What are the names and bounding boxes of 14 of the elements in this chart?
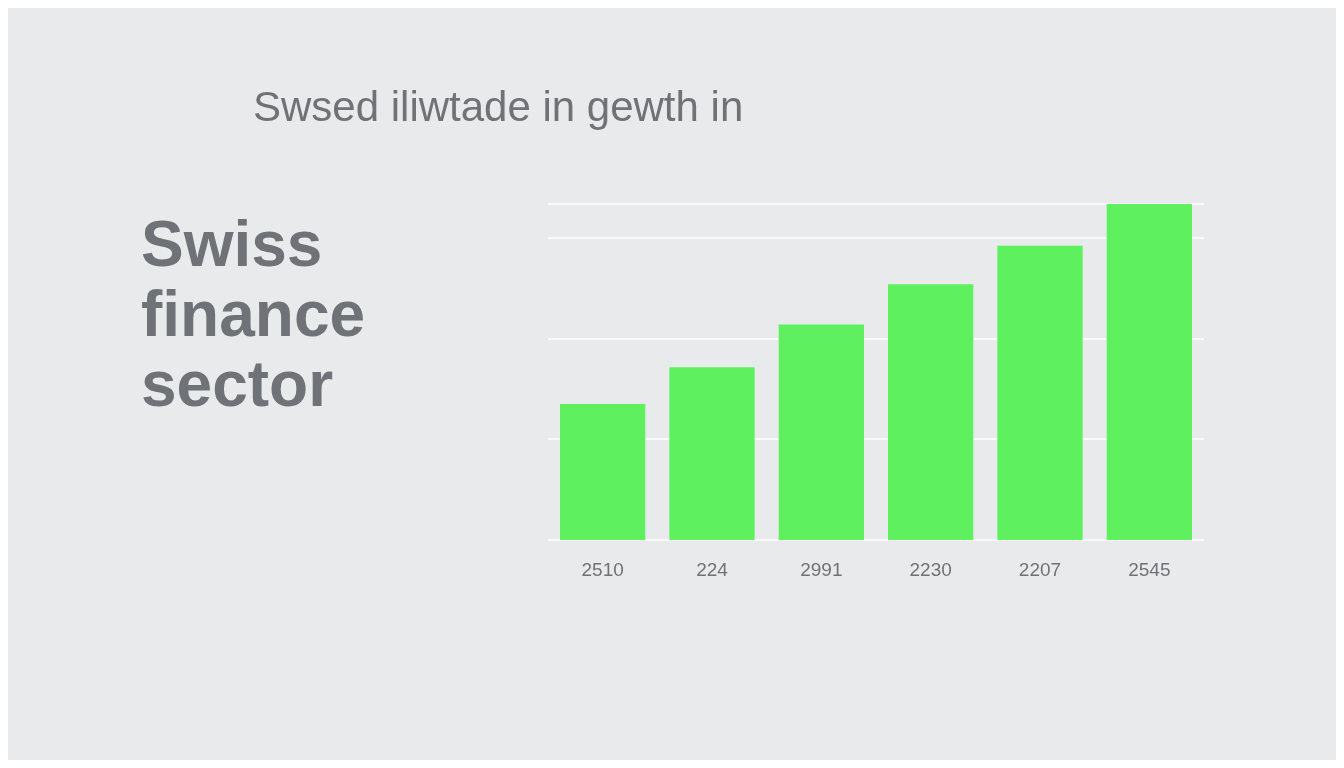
chart-title: Swsed iliwtade in gewth in [253,82,744,130]
text: Swiss finance sector [141,208,383,420]
x-tick-label: 224 [696,559,729,580]
x-tick-label: 2510 [581,559,624,580]
bar [1106,204,1192,540]
x-tick-label: 2991 [800,559,843,580]
bar [997,245,1083,540]
bar [778,324,864,540]
x-tick-label: 2545 [1128,559,1171,580]
x-tick-label: 2230 [909,559,952,580]
bar [669,367,755,540]
x-tick-label: 2207 [1018,559,1062,580]
bar [560,403,646,540]
bar [888,284,974,540]
